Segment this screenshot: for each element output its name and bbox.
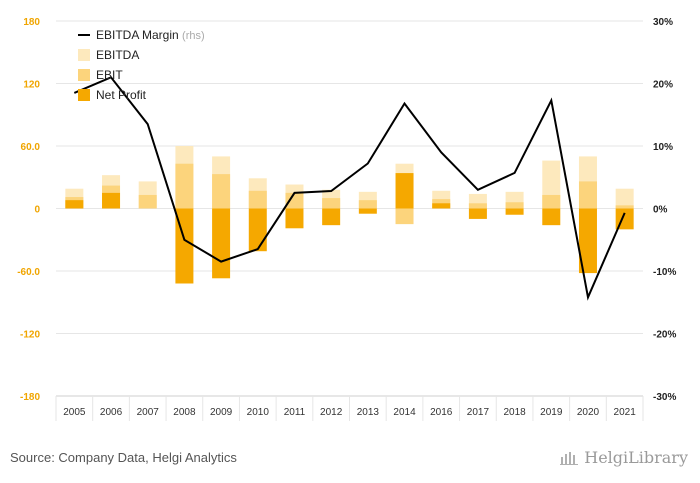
legend-label-ebitda-margin: EBITDA Margin (rhs) [96, 28, 205, 42]
net-profit-bar [358, 208, 377, 214]
net-profit-bar [395, 173, 414, 209]
x-tick-label: 2009 [210, 407, 233, 418]
net-profit-bar [505, 208, 524, 215]
ebit-bar [248, 190, 267, 209]
x-tick-label: 2007 [137, 407, 160, 418]
right-tick-label: 0% [653, 205, 668, 216]
x-tick-label: 2016 [430, 407, 453, 418]
x-tick-label: 2017 [467, 407, 490, 418]
legend-label-ebitda: EBITDA [96, 48, 139, 62]
left-tick-label: 180 [23, 17, 40, 28]
right-tick-label: 20% [653, 80, 673, 91]
ebit-bar [542, 194, 561, 209]
net-profit-bar [65, 200, 84, 209]
x-tick-label: 2021 [614, 407, 637, 418]
x-tick-label: 2014 [393, 407, 416, 418]
legend-swatch-ebit [78, 69, 90, 81]
left-tick-label: 120 [23, 80, 40, 91]
net-profit-bar [285, 208, 304, 229]
ebit-bar [322, 198, 341, 209]
ebit-bar [578, 181, 597, 209]
net-profit-bar [102, 192, 121, 209]
net-profit-bar [468, 208, 487, 219]
ebitda-bar [615, 188, 634, 209]
net-profit-bar [432, 203, 451, 209]
source-note: Source: Company Data, Helgi Analytics [10, 450, 237, 465]
ebit-bar [615, 205, 634, 209]
legend-swatch-net-profit [78, 89, 90, 101]
brand-logo: HelgiLibrary [560, 448, 688, 467]
net-profit-bar [248, 208, 267, 252]
x-tick-label: 2020 [577, 407, 600, 418]
library-icon [560, 451, 579, 465]
x-tick-label: 2006 [100, 407, 123, 418]
x-tick-label: 2011 [284, 407, 306, 418]
net-profit-bar [212, 208, 231, 279]
ebit-bar [505, 202, 524, 209]
net-profit-bar [578, 208, 597, 274]
ebitda-margin-line [73, 76, 626, 301]
x-tick-label: 2008 [173, 407, 196, 418]
left-tick-label: -60.0 [17, 267, 40, 278]
combo-chart: 180 120 60.0 0 -60.0 -120 -180 30% 20% 10% 0% -10% -… [17, 17, 676, 421]
ebit-bar [285, 192, 304, 209]
ebit-bar [175, 163, 194, 209]
legend-label-net-profit: Net Profit [96, 88, 147, 102]
x-tick-label: 2010 [247, 407, 270, 418]
legend-label-ebit: EBIT [96, 68, 123, 82]
ebit-bar [138, 194, 157, 209]
x-tick-label: 2019 [540, 407, 563, 418]
legend-label-rhs: (rhs) [182, 30, 205, 42]
ebit-bar [395, 208, 414, 225]
left-tick-label: -180 [20, 392, 40, 403]
x-tick-label: 2018 [503, 407, 526, 418]
legend-swatch-ebitda [78, 49, 90, 61]
right-tick-label: -20% [653, 330, 676, 341]
right-tick-label: 10% [653, 142, 673, 153]
x-tick-label: 2012 [320, 407, 343, 418]
ebit-bar [212, 174, 231, 209]
net-profit-bar [322, 208, 341, 226]
left-tick-label: 60.0 [21, 142, 41, 153]
left-tick-label: -120 [20, 330, 40, 341]
right-tick-label: 30% [653, 17, 673, 28]
right-tick-label: -30% [653, 392, 676, 403]
brand-name: HelgiLibrary [584, 448, 688, 467]
ebit-bar [468, 203, 487, 209]
right-tick-label: -10% [653, 267, 676, 278]
x-tick-label: 2013 [357, 407, 380, 418]
left-tick-label: 0 [34, 205, 40, 216]
ebit-bar [358, 200, 377, 209]
x-tick-label: 2005 [63, 407, 86, 418]
net-profit-bar [542, 208, 561, 226]
